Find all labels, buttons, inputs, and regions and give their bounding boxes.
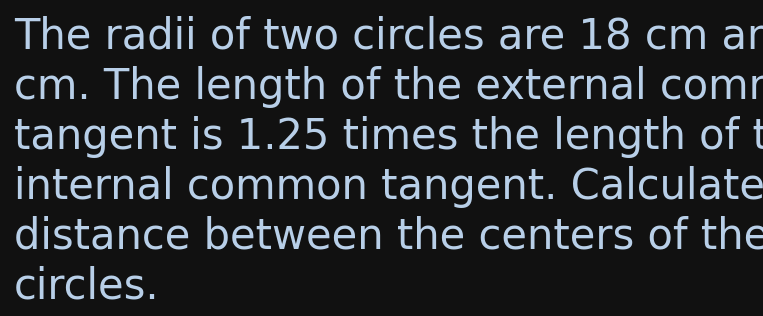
- Text: The radii of two circles are 18 cm and 6: The radii of two circles are 18 cm and 6: [14, 16, 763, 58]
- Text: circles.: circles.: [14, 265, 159, 307]
- Text: distance between the centers of the two: distance between the centers of the two: [14, 216, 763, 258]
- Text: cm. The length of the external common: cm. The length of the external common: [14, 66, 763, 108]
- Text: tangent is 1.25 times the length of the: tangent is 1.25 times the length of the: [14, 116, 763, 158]
- Text: internal common tangent. Calculate the: internal common tangent. Calculate the: [14, 166, 763, 208]
